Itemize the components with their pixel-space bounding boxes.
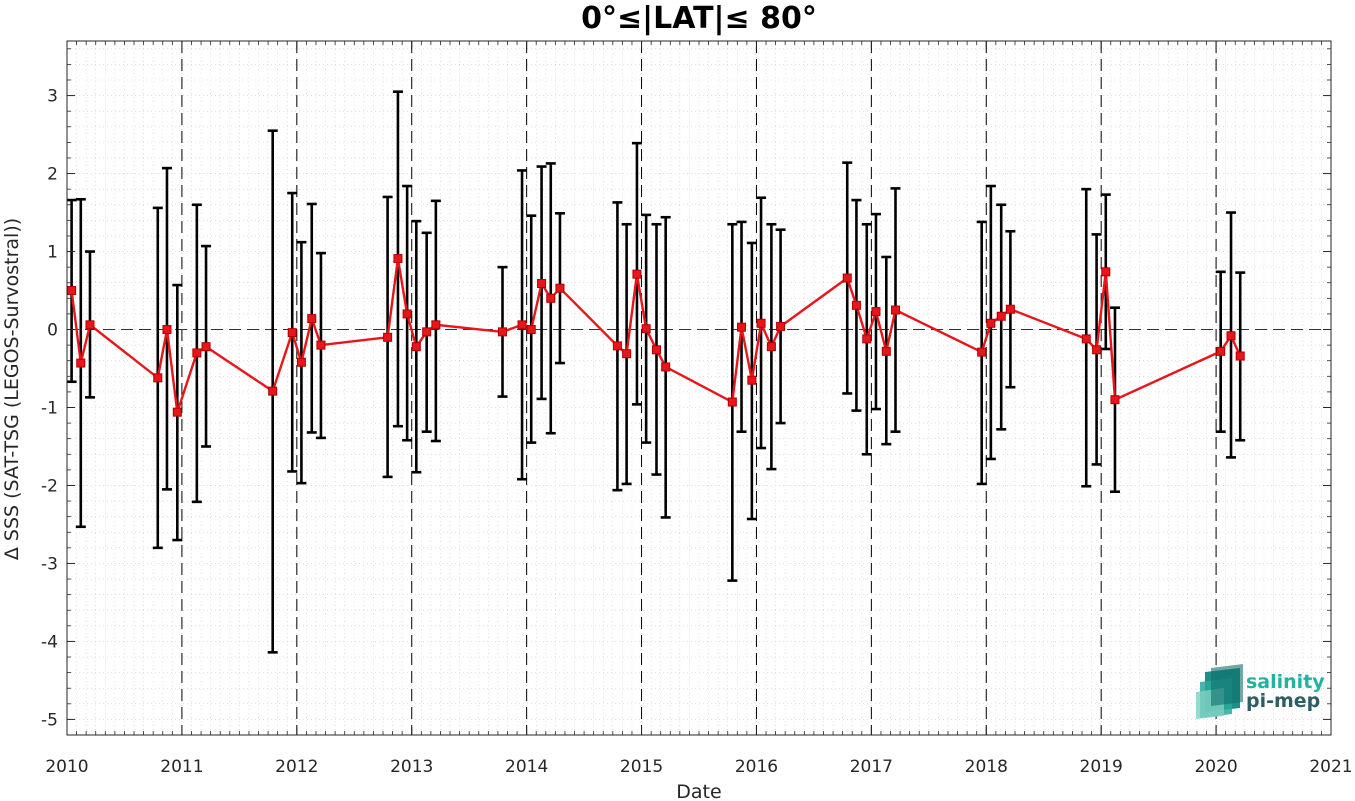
data-point	[431, 320, 441, 330]
data-point	[756, 318, 766, 328]
x-tick-label: 2010	[45, 757, 88, 777]
data-point	[411, 342, 421, 352]
data-point	[555, 283, 565, 293]
data-point	[422, 327, 432, 337]
series-markers	[67, 254, 1245, 417]
y-tick-label: 0	[47, 321, 58, 341]
x-tick-labels: 2010 2011 2012 2013 2014 2015 2016 2017 2018 2019…	[45, 757, 1352, 777]
x-tick-label: 2012	[275, 757, 318, 777]
y-tick-label: -1	[41, 398, 58, 418]
data-point	[1216, 346, 1226, 356]
data-point	[153, 373, 163, 383]
data-point	[383, 332, 393, 342]
data-point	[986, 318, 996, 328]
logo-line1: salinity	[1246, 671, 1325, 693]
data-point	[977, 347, 987, 357]
data-point	[1235, 351, 1245, 361]
data-point	[307, 314, 317, 324]
data-point	[851, 300, 861, 310]
y-tick-label: 3	[47, 87, 58, 107]
data-point	[1110, 395, 1120, 405]
data-point	[517, 320, 527, 330]
data-point	[526, 325, 536, 335]
data-point	[747, 375, 757, 385]
data-point	[172, 407, 182, 417]
data-point	[1226, 331, 1236, 341]
y-tick-label: -3	[41, 554, 58, 574]
x-axis-label: Date	[676, 781, 721, 801]
data-point	[776, 321, 786, 331]
y-tick-label: 1	[47, 243, 58, 263]
data-point	[766, 342, 776, 352]
y-axis-label: Δ SSS (SAT-TSG (LEGOS-Survostral))	[1, 218, 23, 560]
data-point	[287, 328, 297, 338]
data-point	[162, 325, 172, 335]
data-point	[842, 273, 852, 283]
data-point	[268, 386, 278, 396]
data-point	[632, 269, 642, 279]
salinity-pi-mep-logo: salinity pi-mep	[1196, 664, 1325, 719]
x-tick-label: 2020	[1194, 757, 1237, 777]
data-point	[402, 309, 412, 319]
data-point	[1092, 345, 1102, 355]
data-point	[498, 327, 508, 337]
data-point	[641, 324, 651, 334]
x-tick-label: 2013	[390, 757, 433, 777]
data-point	[651, 345, 661, 355]
x-tick-label: 2011	[160, 757, 203, 777]
data-point	[727, 397, 737, 407]
y-tick-label: -2	[41, 476, 58, 496]
data-point	[192, 348, 202, 358]
data-point	[316, 340, 326, 350]
y-tick-label: -4	[41, 632, 58, 652]
data-point	[67, 286, 77, 296]
data-point	[85, 320, 95, 330]
data-point	[881, 346, 891, 356]
data-point	[537, 279, 547, 289]
y-tick-label: -5	[41, 710, 58, 730]
x-tick-label: 2018	[965, 757, 1008, 777]
data-point	[393, 254, 403, 264]
data-point	[737, 322, 747, 332]
data-point	[546, 293, 556, 303]
logo-mark-icon	[1196, 664, 1243, 719]
x-tick-label: 2016	[735, 757, 778, 777]
x-tick-label: 2021	[1309, 757, 1352, 777]
data-point	[661, 362, 671, 372]
logo-line2: pi-mep	[1246, 690, 1320, 712]
chart-title: 0°≤|LAT|≤ 80°	[581, 1, 817, 36]
data-point	[201, 342, 211, 352]
data-point	[890, 305, 900, 315]
data-point	[76, 358, 86, 368]
y-tick-labels: 3 2 1 0 -1 -2 -3 -4 -5	[41, 87, 58, 731]
data-point	[1101, 267, 1111, 277]
axis-ticks	[66, 41, 1332, 736]
data-point	[1005, 304, 1015, 314]
data-point	[871, 307, 881, 317]
data-point	[996, 311, 1006, 321]
x-tick-label: 2017	[850, 757, 893, 777]
year-boundary-lines	[181, 41, 1217, 735]
y-tick-label: 2	[47, 165, 58, 185]
data-point	[862, 334, 872, 344]
data-point	[622, 349, 632, 359]
x-tick-label: 2019	[1080, 757, 1123, 777]
data-point	[612, 341, 622, 351]
data-point	[296, 357, 306, 367]
minor-grid	[66, 41, 1332, 736]
data-point	[1081, 334, 1091, 344]
x-tick-label: 2014	[505, 757, 548, 777]
x-tick-label: 2015	[620, 757, 663, 777]
